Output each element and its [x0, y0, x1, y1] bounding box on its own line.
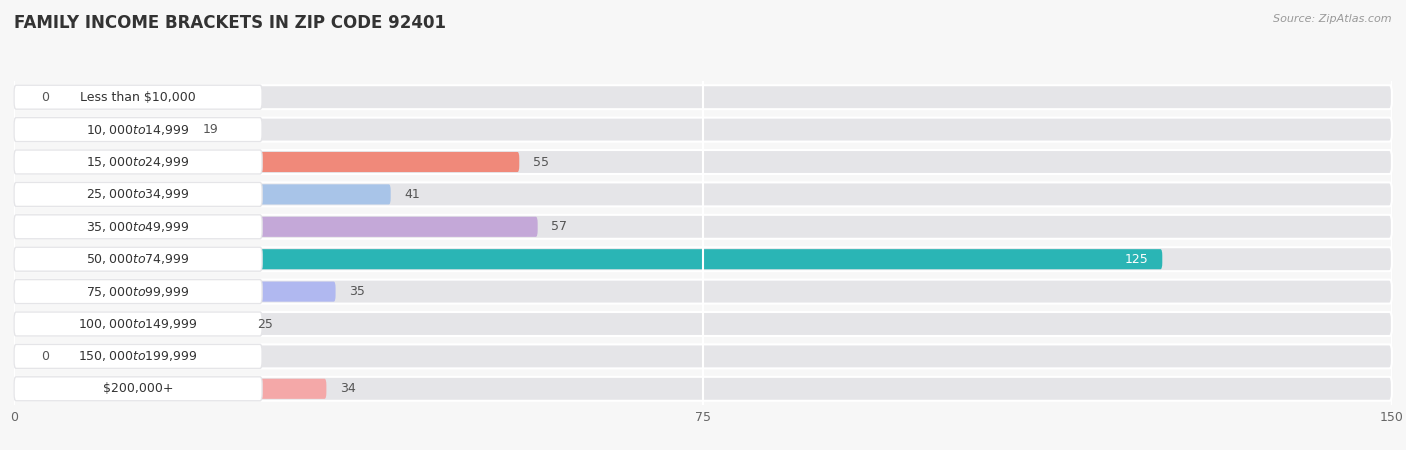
Text: 55: 55 — [533, 156, 550, 168]
FancyBboxPatch shape — [14, 377, 262, 401]
Text: 0: 0 — [42, 350, 49, 363]
FancyBboxPatch shape — [14, 282, 336, 302]
FancyBboxPatch shape — [14, 377, 1392, 401]
FancyBboxPatch shape — [14, 344, 262, 369]
Text: FAMILY INCOME BRACKETS IN ZIP CODE 92401: FAMILY INCOME BRACKETS IN ZIP CODE 92401 — [14, 14, 446, 32]
Text: 0: 0 — [42, 91, 49, 104]
Text: $150,000 to $199,999: $150,000 to $199,999 — [79, 349, 198, 364]
FancyBboxPatch shape — [14, 215, 1392, 239]
FancyBboxPatch shape — [14, 152, 519, 172]
Text: Less than $10,000: Less than $10,000 — [80, 91, 195, 104]
FancyBboxPatch shape — [14, 184, 391, 204]
FancyBboxPatch shape — [14, 346, 28, 366]
Text: $25,000 to $34,999: $25,000 to $34,999 — [86, 187, 190, 202]
Text: $50,000 to $74,999: $50,000 to $74,999 — [86, 252, 190, 266]
FancyBboxPatch shape — [14, 85, 262, 109]
FancyBboxPatch shape — [14, 182, 1392, 207]
FancyBboxPatch shape — [14, 249, 1163, 269]
FancyBboxPatch shape — [14, 117, 262, 142]
FancyBboxPatch shape — [14, 312, 1392, 336]
Text: $200,000+: $200,000+ — [103, 382, 173, 395]
FancyBboxPatch shape — [14, 312, 262, 336]
Text: $15,000 to $24,999: $15,000 to $24,999 — [86, 155, 190, 169]
FancyBboxPatch shape — [14, 85, 1392, 109]
Text: 35: 35 — [349, 285, 366, 298]
FancyBboxPatch shape — [14, 279, 262, 304]
FancyBboxPatch shape — [14, 314, 243, 334]
FancyBboxPatch shape — [14, 120, 188, 140]
FancyBboxPatch shape — [14, 215, 262, 239]
FancyBboxPatch shape — [14, 379, 326, 399]
Text: $100,000 to $149,999: $100,000 to $149,999 — [79, 317, 198, 331]
Text: $75,000 to $99,999: $75,000 to $99,999 — [86, 284, 190, 299]
Text: 57: 57 — [551, 220, 568, 233]
Text: $10,000 to $14,999: $10,000 to $14,999 — [86, 122, 190, 137]
Text: 19: 19 — [202, 123, 218, 136]
Text: 34: 34 — [340, 382, 356, 395]
FancyBboxPatch shape — [14, 87, 28, 107]
FancyBboxPatch shape — [14, 217, 537, 237]
FancyBboxPatch shape — [14, 150, 1392, 174]
FancyBboxPatch shape — [14, 344, 1392, 369]
Text: Source: ZipAtlas.com: Source: ZipAtlas.com — [1274, 14, 1392, 23]
Text: 25: 25 — [257, 318, 273, 330]
FancyBboxPatch shape — [14, 247, 262, 271]
FancyBboxPatch shape — [14, 279, 1392, 304]
FancyBboxPatch shape — [14, 247, 1392, 271]
FancyBboxPatch shape — [14, 117, 1392, 142]
FancyBboxPatch shape — [14, 182, 262, 207]
Text: $35,000 to $49,999: $35,000 to $49,999 — [86, 220, 190, 234]
Text: 41: 41 — [405, 188, 420, 201]
FancyBboxPatch shape — [14, 150, 262, 174]
Text: 125: 125 — [1125, 253, 1149, 266]
